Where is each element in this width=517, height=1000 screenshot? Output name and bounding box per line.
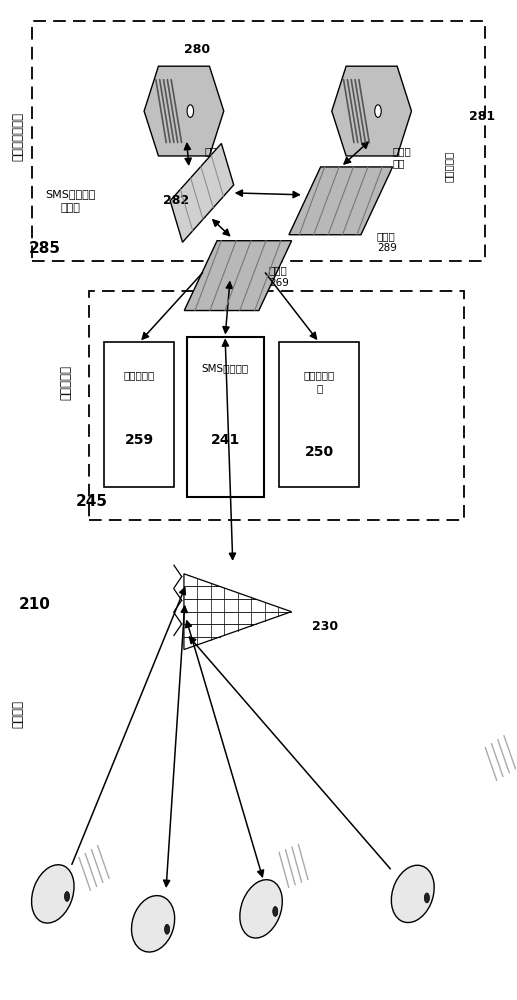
Text: 电话运营商: 电话运营商	[59, 365, 72, 400]
Text: 230: 230	[312, 620, 339, 633]
Circle shape	[164, 924, 170, 934]
Ellipse shape	[391, 865, 434, 923]
Text: 彩票服
务器: 彩票服 务器	[205, 146, 223, 168]
Text: 防火墙
289: 防火墙 289	[377, 231, 397, 253]
Text: 259: 259	[125, 433, 154, 447]
Text: 281: 281	[469, 110, 495, 123]
Text: 285: 285	[29, 241, 61, 256]
Bar	[187, 337, 264, 497]
Bar	[104, 342, 174, 487]
Text: 彩票数
据库: 彩票数 据库	[392, 146, 411, 168]
Polygon shape	[184, 241, 292, 311]
Text: 彩票系统经营商: 彩票系统经营商	[11, 112, 24, 161]
Polygon shape	[289, 167, 392, 235]
Text: 245: 245	[75, 494, 108, 509]
Circle shape	[65, 892, 70, 901]
Polygon shape	[144, 66, 224, 156]
Ellipse shape	[240, 880, 282, 938]
Circle shape	[424, 893, 430, 903]
Text: 241: 241	[210, 433, 240, 447]
Bar	[32, 21, 485, 261]
Text: 280: 280	[184, 43, 210, 56]
Text: 防火墙
269: 防火墙 269	[269, 265, 288, 288]
Text: 282: 282	[163, 194, 189, 207]
Ellipse shape	[32, 865, 74, 923]
Text: 彩票数据库: 彩票数据库	[444, 151, 454, 182]
Text: SMS服务中心: SMS服务中心	[202, 363, 249, 373]
Circle shape	[375, 105, 381, 117]
Ellipse shape	[131, 896, 175, 952]
Text: 用户数据库: 用户数据库	[124, 370, 155, 380]
Polygon shape	[184, 574, 292, 650]
Text: 移动电话: 移动电话	[11, 700, 24, 728]
Polygon shape	[332, 66, 412, 156]
Bar	[89, 291, 464, 520]
Circle shape	[273, 906, 278, 916]
Bar	[279, 342, 359, 487]
Text: 250: 250	[305, 445, 334, 459]
Text: 210: 210	[19, 597, 51, 612]
Polygon shape	[170, 143, 234, 242]
Text: 移动计算平
台: 移动计算平 台	[303, 370, 335, 393]
Text: SMS交易网关
服务器: SMS交易网关 服务器	[45, 189, 96, 213]
Circle shape	[187, 105, 193, 117]
